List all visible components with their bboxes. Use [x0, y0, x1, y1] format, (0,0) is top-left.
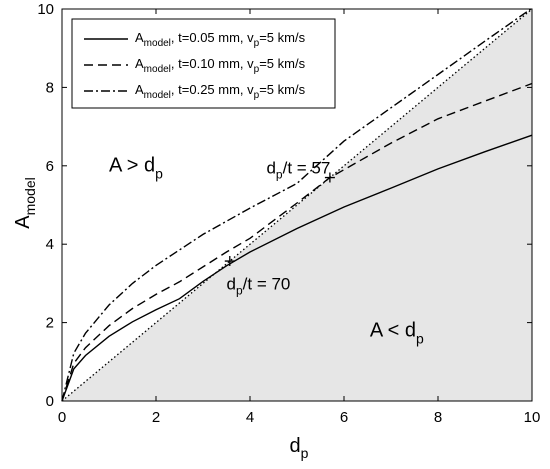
annotation-layer: dp/t = 57 dp/t = 70 A > dp A < dp: [109, 155, 424, 347]
region-label: A < dp: [370, 319, 424, 346]
y-tick-label: 8: [46, 79, 54, 96]
legend-box: [71, 18, 336, 109]
y-tick-label: 6: [46, 158, 54, 175]
legend-entries: Amodel, t=0.05 mm, vp=5 km/s Amodel, t=0.…: [84, 30, 306, 101]
legend-entry-label: Amodel, t=0.25 mm, vp=5 km/s: [135, 82, 306, 101]
x-tick-label: 6: [340, 409, 348, 426]
y-tick-label: 10: [37, 1, 54, 18]
region-label: A > dp: [109, 155, 163, 182]
plus-marker: [324, 172, 335, 183]
legend-entry-label: Amodel, t=0.05 mm, vp=5 km/s: [135, 30, 306, 49]
plot-frame: [61, 8, 533, 402]
legend: Amodel, t=0.05 mm, vp=5 km/s Amodel, t=0.…: [71, 18, 336, 109]
x-tick-label: 10: [524, 409, 541, 426]
x-axis-label: dp: [290, 435, 309, 461]
plus-marker: [224, 256, 235, 267]
y-tick-label: 2: [46, 315, 54, 332]
x-tick-label: 2: [152, 409, 160, 426]
legend-entry-label: Amodel, t=0.10 mm, vp=5 km/s: [135, 56, 306, 75]
ratio-annotation: dp/t = 70: [227, 274, 291, 297]
ratio-annotation: dp/t = 57: [266, 159, 330, 182]
x-tick-label: 4: [246, 409, 254, 426]
series-line-solid: [61, 134, 533, 402]
y-axis-label: Amodel: [12, 177, 38, 228]
series-line-dashed: [61, 82, 533, 402]
tick-layer: 0 2 4 6 8 10 0 2 4 6 8 10: [37, 1, 540, 426]
series-layer: [61, 7, 533, 402]
y-tick-label: 0: [46, 393, 54, 410]
y-tick-label: 4: [46, 236, 54, 253]
marker-layer: [224, 172, 335, 267]
x-tick-label: 8: [434, 409, 442, 426]
x-tick-label: 0: [58, 409, 66, 426]
